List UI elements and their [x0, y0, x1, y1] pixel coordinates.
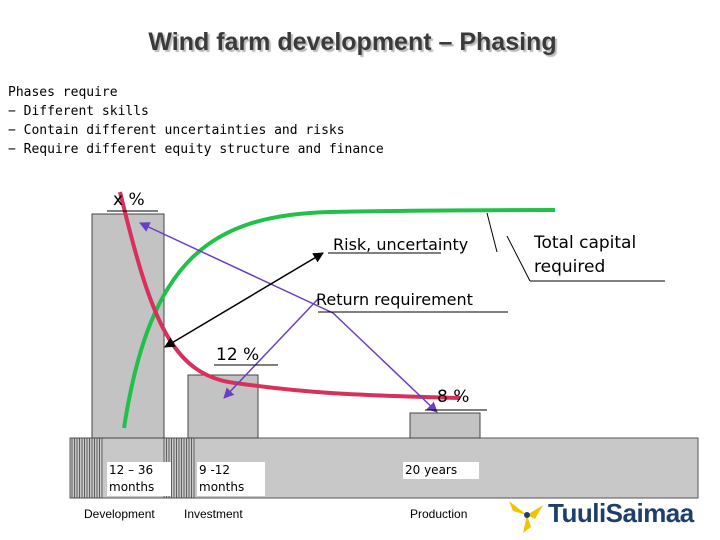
capital-leader-diag [506, 235, 531, 282]
investment-duration: 9 -12 months [197, 462, 265, 496]
return-requirement-label: Return requirement [316, 290, 473, 309]
risk-arrow [164, 252, 324, 348]
tuulisaimaa-logo-icon [509, 501, 543, 533]
pct-12-label: 12 % [216, 345, 260, 365]
x-percent-label: x % [113, 190, 145, 210]
production-duration: 20 years [403, 462, 479, 479]
arrow-to-production [332, 312, 438, 413]
page-title: Wind farm development – Phasing [148, 28, 557, 56]
intro-text: Phases require Different skills Contain … [8, 83, 384, 159]
phase-production: Production [410, 507, 468, 521]
total-capital-line1: Total capital [534, 233, 637, 253]
risk-curve [118, 191, 461, 400]
intro-heading: Phases require [8, 85, 118, 100]
arrow-to-xpct [139, 222, 334, 314]
phase-investment: Investment [184, 507, 243, 521]
bullet-uncertainties: Contain different uncertainties and risk… [8, 121, 384, 140]
development-duration: 12 – 36 months [107, 462, 171, 496]
bullet-skills: Different skills [8, 102, 384, 121]
timeline-band [69, 437, 699, 499]
production-bar [409, 412, 481, 439]
total-capital-label: Total capital required [534, 231, 636, 279]
total-capital-line2: required [534, 257, 606, 277]
phase-development: Development [84, 507, 155, 521]
bullet-finance: Require different equity structure and f… [8, 140, 384, 159]
risk-pointer [486, 212, 498, 253]
pct-8-label: 8 % [437, 387, 470, 407]
risk-uncertainty-label: Risk, uncertainty [333, 235, 469, 254]
logo-wordmark: TuuliSaimaa [548, 498, 694, 528]
